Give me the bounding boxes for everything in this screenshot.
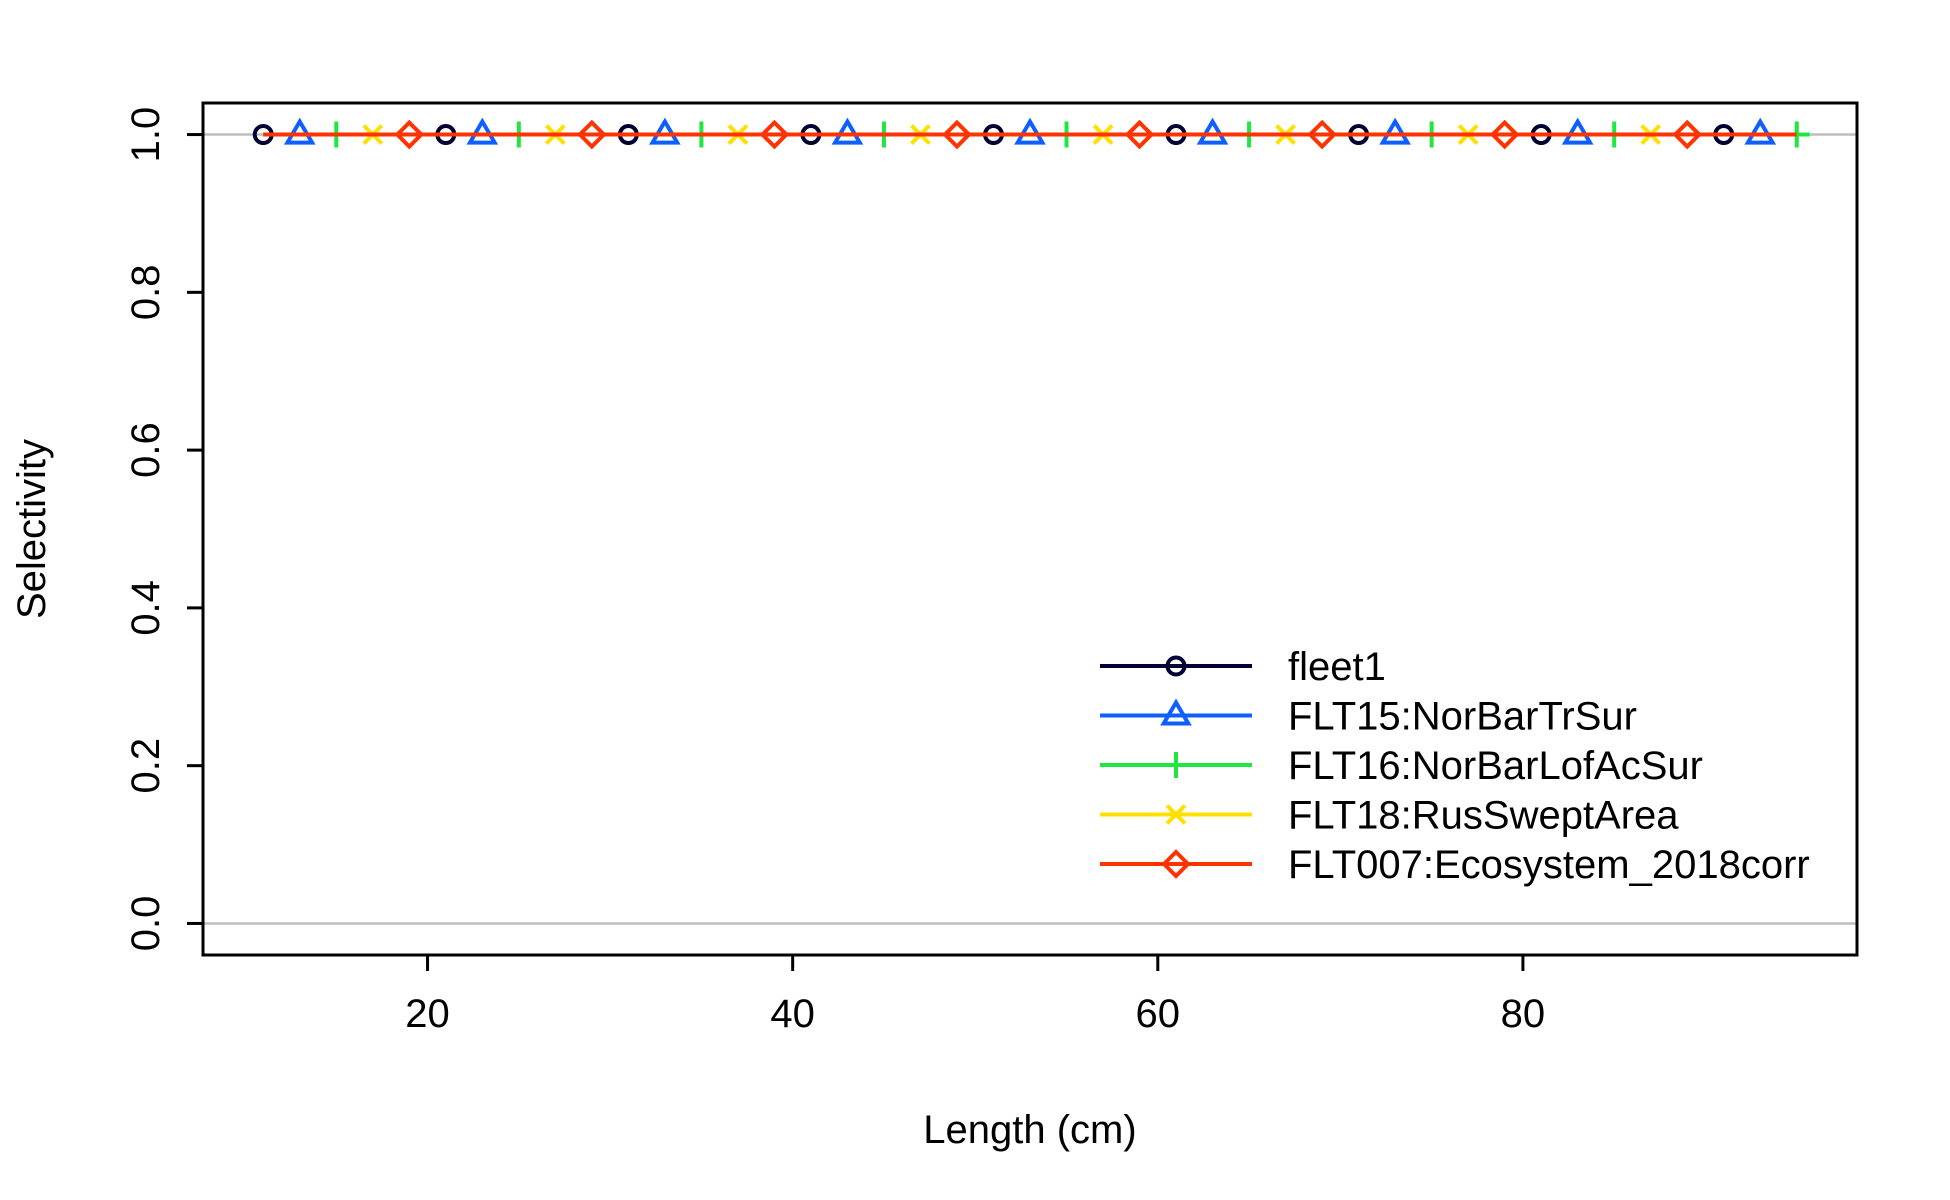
series-point-4-9	[577, 119, 607, 150]
series-point-1-16	[831, 117, 864, 145]
legend: fleet1 FLT15:NorBarTrSur FLT16:NorBarLofAc…	[1100, 645, 1810, 887]
series-point-4-14	[759, 119, 790, 150]
legend-label-4: FLT007:Ecosystem_2018corr	[1288, 843, 1810, 887]
y-tick-label-2: 0.4	[124, 580, 168, 636]
series-point-4-29	[1307, 119, 1337, 150]
legend-marker-0	[1165, 655, 1187, 677]
y-axis-title: Selectivity	[10, 439, 54, 619]
legend-item-0: fleet1	[1100, 645, 1386, 689]
legend-item-3: FLT18:RusSweptArea	[1100, 794, 1679, 838]
x-tick-label-3: 80	[1501, 992, 1546, 1036]
series-point-1-41	[1744, 117, 1777, 145]
legend-marker-2	[1163, 752, 1189, 778]
series-4	[263, 119, 1797, 150]
series-layer	[252, 117, 1810, 150]
legend-label-2: FLT16:NorBarLofAcSur	[1288, 744, 1703, 788]
series-point-1-26	[1196, 117, 1229, 145]
y-tick-label-1: 0.2	[124, 738, 168, 794]
y-tick-label-5: 1.0	[124, 107, 168, 163]
x-tick-label-2: 60	[1136, 992, 1181, 1036]
legend-item-4: FLT007:Ecosystem_2018corr	[1100, 843, 1810, 887]
series-point-4-19	[942, 119, 972, 150]
x-axis-title: Length (cm)	[923, 1108, 1136, 1152]
y-axis: 0.0 0.2 0.4 0.6 0.8 1.0	[124, 107, 205, 952]
series-point-1-21	[1014, 117, 1046, 145]
x-tick-label-0: 20	[405, 992, 450, 1036]
series-point-4-39	[1672, 119, 1703, 150]
legend-marker-3	[1165, 804, 1187, 825]
legend-item-2: FLT16:NorBarLofAcSur	[1100, 744, 1703, 788]
series-point-1-11	[649, 117, 681, 145]
series-point-1-36	[1561, 117, 1594, 145]
series-point-1-31	[1379, 117, 1411, 145]
series-point-1-1	[283, 117, 316, 145]
series-point-4-34	[1489, 119, 1520, 150]
series-point-1-6	[466, 117, 499, 145]
legend-item-1: FLT15:NorBarTrSur	[1100, 695, 1637, 739]
series-point-4-24	[1124, 119, 1155, 150]
legend-label-0: fleet1	[1288, 645, 1386, 689]
x-axis: 20 40 60 80	[405, 953, 1546, 1036]
series-point-4-4	[394, 119, 425, 150]
legend-label-3: FLT18:RusSweptArea	[1288, 794, 1679, 838]
y-tick-label-4: 0.8	[124, 265, 168, 321]
legend-marker-1	[1160, 698, 1192, 726]
y-tick-label-0: 0.0	[124, 896, 168, 952]
legend-marker-4	[1161, 849, 1191, 879]
legend-label-1: FLT15:NorBarTrSur	[1288, 695, 1637, 739]
x-tick-label-1: 40	[770, 992, 815, 1036]
series-1	[263, 117, 1797, 145]
y-tick-label-3: 0.6	[124, 422, 168, 478]
